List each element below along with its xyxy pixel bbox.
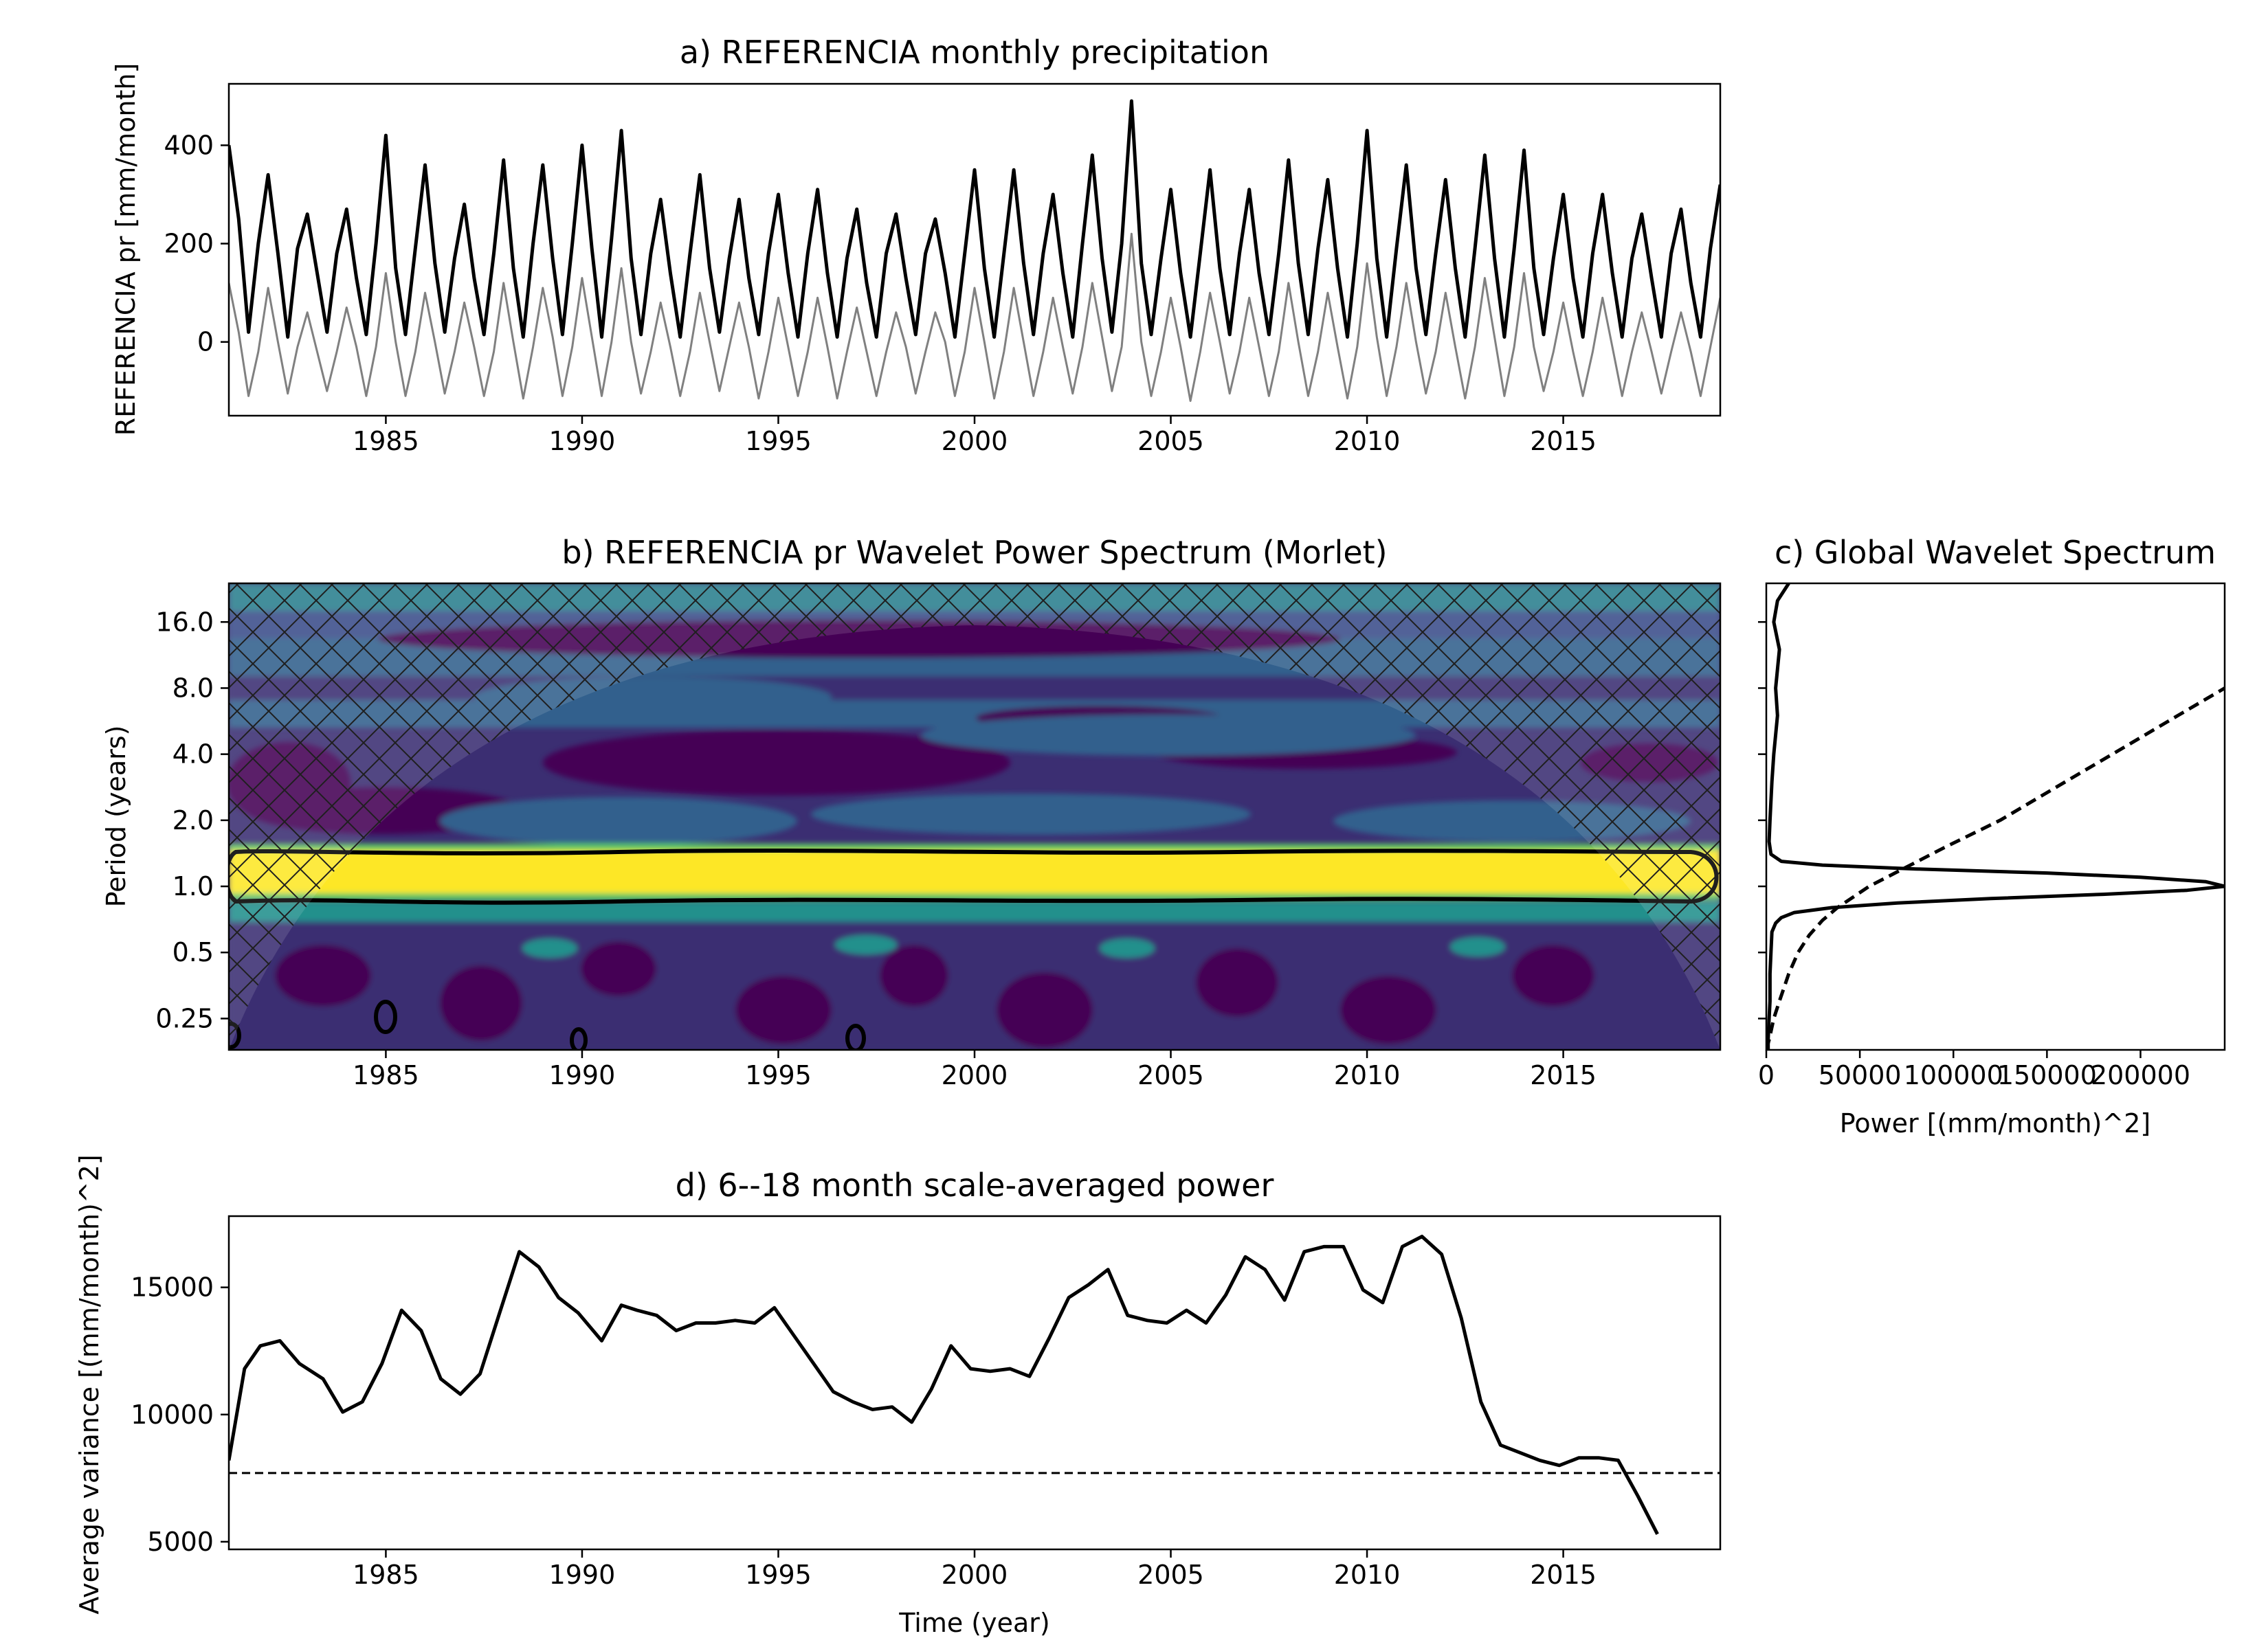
panel-a-ylabel: REFERENCIA pr [mm/month]: [111, 63, 141, 436]
significance-contour-small: [374, 1000, 397, 1034]
short-period-patch: [1450, 937, 1505, 956]
x-tick-label: 1985: [353, 1060, 419, 1090]
annual-band: [229, 851, 1720, 893]
x-tick-label: 1990: [549, 426, 616, 456]
x-tick-label: 200000: [2091, 1060, 2190, 1090]
semiannual-band: [229, 901, 1720, 922]
short-period-patch: [522, 939, 577, 958]
x-tick-label: 2000: [942, 1560, 1008, 1590]
panel-a-ticks: 1985 1990 1995 2000 2005 2010 2015 0 200 400: [164, 130, 1596, 456]
x-tick-label: 0: [1758, 1060, 1775, 1090]
x-tick-label: 2000: [942, 1060, 1008, 1090]
x-tick-label: 1990: [549, 1060, 616, 1090]
x-tick-label: 2005: [1137, 1560, 1204, 1590]
panel-c-frame: [1765, 582, 2226, 1051]
x-tick-label: 2010: [1334, 1060, 1401, 1090]
x-tick-label: 2015: [1530, 426, 1597, 456]
panel-a: a) REFERENCIA monthly precipitation REFE…: [111, 34, 1722, 456]
short-period-patch: [1100, 939, 1155, 958]
panel-d-title: d) 6--18 month scale-averaged power: [676, 1167, 1274, 1204]
wavelet-power-heatmap: [229, 583, 1720, 1050]
short-period-patch: [735, 976, 832, 1044]
x-tick-label: 1995: [745, 1060, 812, 1090]
x-tick-label: 2015: [1530, 1560, 1597, 1590]
anomaly-series-line: [229, 232, 1720, 402]
x-tick-label: 2015: [1530, 1060, 1597, 1090]
panel-d: d) 6--18 month scale-averaged power Aver…: [74, 1154, 1722, 1638]
y-tick-label: 2.0: [173, 805, 214, 835]
panel-c-lines: [1766, 583, 2225, 1050]
global-spectrum-curve: [1766, 583, 2225, 1050]
x-tick-label: 2005: [1137, 426, 1204, 456]
y-tick-label: 0.25: [155, 1003, 214, 1033]
y-tick-label: 10000: [131, 1400, 214, 1430]
panel-a-frame: [227, 82, 1722, 417]
x-tick-label: 2005: [1137, 1060, 1204, 1090]
x-tick-label: 1985: [353, 1560, 419, 1590]
panel-b-ticks: 1985 1990 1995 2000 2005 2010 2015 16.0 8.0 4.0 2.…: [155, 607, 1597, 1090]
precipitation-series-line: [229, 99, 1720, 339]
mid-power-region: [440, 797, 797, 845]
significance-curve: [1766, 686, 2225, 1050]
short-period-patch: [581, 941, 656, 996]
panel-b: b) REFERENCIA pr Wavelet Power Spectrum …: [101, 534, 1722, 1090]
y-tick-label: 0: [197, 327, 214, 357]
x-tick-label: 1985: [353, 426, 419, 456]
mid-power-region: [811, 794, 1251, 835]
y-tick-label: 200: [164, 229, 214, 259]
panel-d-ylabel: Average variance [(mm/month)^2]: [74, 1154, 104, 1614]
y-tick-label: 4.0: [173, 739, 214, 770]
panel-c-xlabel: Power [(mm/month)^2]: [1840, 1108, 2150, 1138]
panel-a-lines: [229, 99, 1720, 402]
short-period-patch: [997, 972, 1093, 1048]
cone-of-influence-shade: [229, 583, 1720, 1050]
panel-c-title: c) Global Wavelet Spectrum: [1775, 534, 2216, 571]
x-tick-label: 100000: [1904, 1060, 2003, 1090]
y-tick-label: 400: [164, 130, 214, 160]
short-period-patch: [835, 935, 897, 954]
panel-b-ylabel: Period (years): [101, 726, 131, 908]
short-period-patch: [1196, 948, 1278, 1017]
short-period-patch: [1512, 945, 1594, 1007]
panel-a-title: a) REFERENCIA monthly precipitation: [680, 34, 1269, 71]
y-tick-label: 0.5: [173, 937, 214, 967]
panel-d-lines: [229, 1235, 1720, 1535]
panel-b-title: b) REFERENCIA pr Wavelet Power Spectrum …: [562, 534, 1387, 571]
short-period-patch: [880, 945, 948, 1007]
short-period-patch: [440, 965, 522, 1041]
y-tick-label: 5000: [147, 1527, 214, 1557]
short-period-patch: [1340, 976, 1436, 1044]
panel-c: c) Global Wavelet Spectrum Power [(mm/mo…: [1758, 534, 2226, 1138]
low-power-region: [543, 730, 1010, 796]
y-tick-label: 15000: [131, 1272, 214, 1303]
x-tick-label: 1995: [745, 426, 812, 456]
x-tick-label: 1995: [745, 1560, 812, 1590]
x-tick-label: 50000: [1819, 1060, 1902, 1090]
panel-d-xlabel: Time (year): [898, 1608, 1050, 1638]
cone-of-influence-hatch: [229, 583, 1720, 1050]
panel-d-ticks: 1985 1990 1995 2000 2005 2010 2015 5000 10000 150…: [131, 1272, 1597, 1590]
y-tick-label: 1.0: [173, 871, 214, 901]
x-tick-label: 2010: [1334, 426, 1401, 456]
significance-contour-small: [570, 1027, 588, 1050]
x-tick-label: 150000: [1997, 1060, 2097, 1090]
scale-averaged-power-line: [229, 1235, 1659, 1535]
short-period-patch: [275, 945, 371, 1007]
mid-power-region: [921, 715, 1416, 756]
x-tick-label: 2000: [942, 426, 1008, 456]
y-tick-label: 16.0: [155, 607, 214, 637]
x-tick-label: 1990: [549, 1560, 616, 1590]
significance-contour-small: [845, 1024, 866, 1050]
panel-d-frame: [227, 1215, 1722, 1551]
y-tick-label: 8.0: [173, 673, 214, 703]
x-tick-label: 2010: [1334, 1560, 1401, 1590]
panel-b-frame: [227, 582, 1722, 1051]
